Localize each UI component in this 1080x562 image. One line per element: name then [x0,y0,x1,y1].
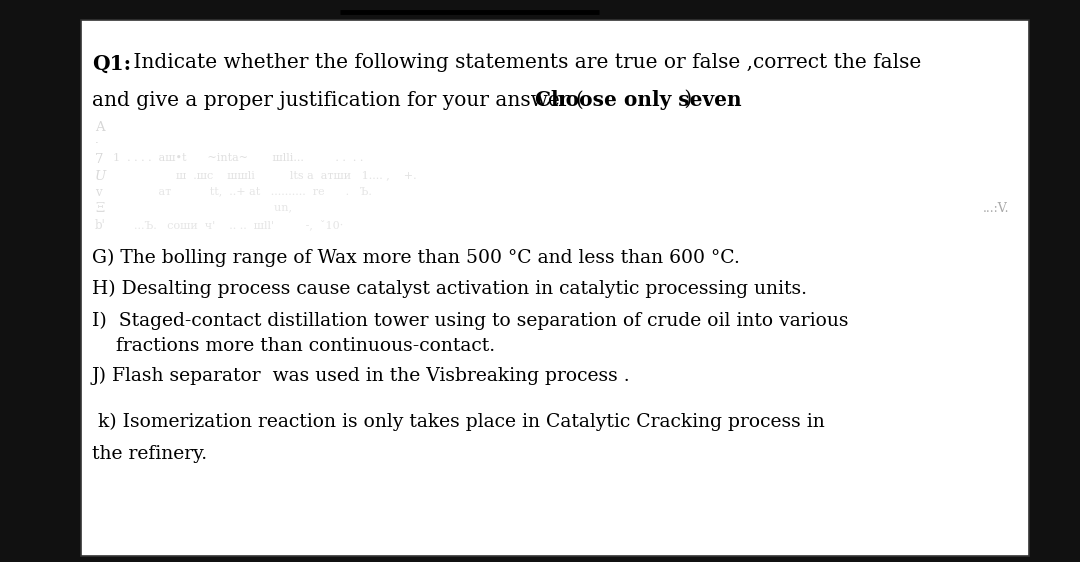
Text: ...Ъ.   соши  ч'    .. ..  шll'         -,  ˇ10·: ...Ъ. соши ч' .. .. шll' -, ˇ10· [113,219,343,230]
Text: fractions more than continuous-contact.: fractions more than continuous-contact. [92,337,495,355]
Text: k) Isomerization reaction is only takes place in Catalytic Cracking process in: k) Isomerization reaction is only takes … [92,413,824,431]
Text: H) Desalting process cause catalyst activation in catalytic processing units.: H) Desalting process cause catalyst acti… [92,280,807,298]
Text: ...:V.: ...:V. [983,202,1010,215]
Text: A: A [95,121,105,134]
Text: and give a proper justification for your answer (: and give a proper justification for your… [92,90,583,110]
Text: 1  . . . .  аш•t      ~inta~       шlli...         . .  . .: 1 . . . . аш•t ~inta~ шlli... . . . . [113,153,364,164]
Text: b': b' [95,219,106,232]
Text: ·: · [95,137,98,150]
Text: ш  .шс    шшli          lts a  aтши   1.... ,    +.: ш .шс шшli lts a aтши 1.... , +. [113,170,417,180]
Text: un,: un, [113,202,293,212]
Text: v: v [95,186,102,199]
Text: the refinery.: the refinery. [92,445,207,463]
Text: 7: 7 [95,153,104,166]
Text: Indicate whether the following statements are true or false ,correct the false: Indicate whether the following statement… [127,53,921,72]
Text: Ξ: Ξ [95,202,105,215]
Text: aт           tt,  ..+ at   ..........  re      .   Ъ.: aт tt, ..+ at .......... re . Ъ. [113,186,373,196]
Text: U: U [95,170,106,183]
Text: J) Flash separator  was used in the Visbreaking process .: J) Flash separator was used in the Visbr… [92,366,631,384]
Text: ): ) [678,90,692,109]
Text: Choose only seven: Choose only seven [535,90,741,110]
Text: Q1:: Q1: [92,53,131,74]
Text: I)  Staged-contact distillation tower using to separation of crude oil into vari: I) Staged-contact distillation tower usi… [92,311,848,329]
FancyBboxPatch shape [81,20,1029,556]
Text: G) The bolling range of Wax more than 500 °C and less than 600 °C.: G) The bolling range of Wax more than 50… [92,248,740,266]
